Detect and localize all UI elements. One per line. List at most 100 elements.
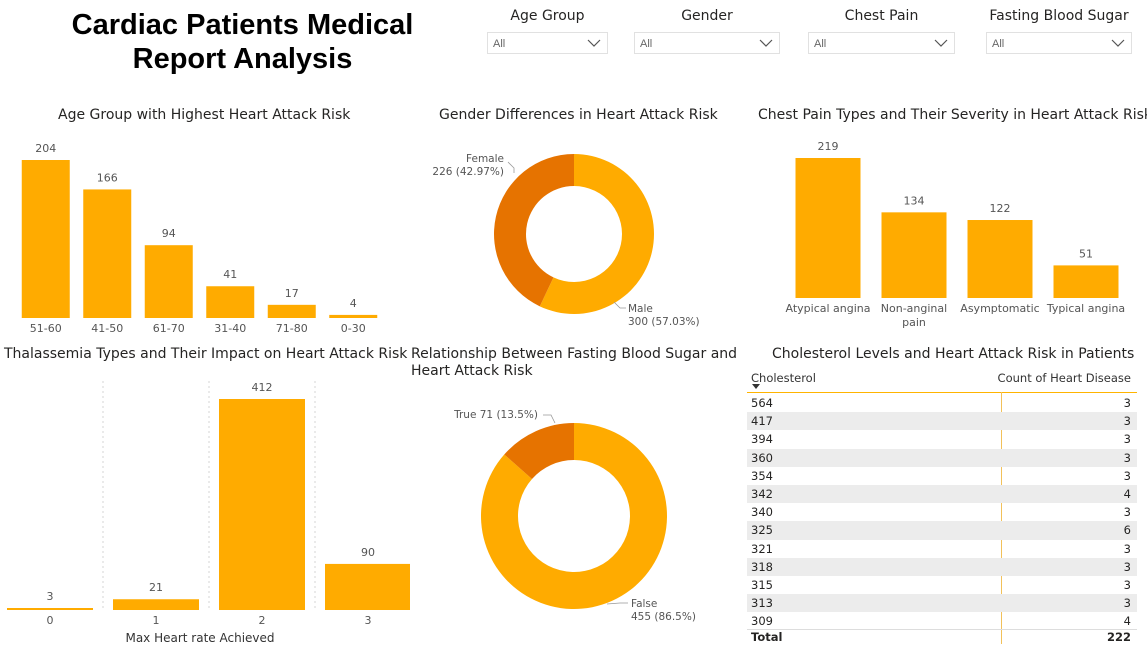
slice-label: 455 (86.5%) [631, 611, 696, 623]
bar[interactable] [967, 220, 1033, 298]
table-total-label: Total [751, 630, 783, 644]
sort-desc-icon[interactable] [752, 384, 760, 389]
age-chart-title: Age Group with Highest Heart Attack Risk [58, 107, 351, 123]
count-cell: 3 [1123, 432, 1131, 447]
x-tick-label: Asymptomatic [960, 302, 1039, 315]
data-label: 51 [1079, 247, 1093, 260]
slicer-label: Chest Pain [844, 8, 919, 24]
slice-label: Male [628, 303, 653, 315]
data-label: 412 [252, 381, 273, 394]
table-row[interactable]: 325 6 [747, 521, 1137, 540]
data-label: 219 [818, 140, 839, 153]
table-column-divider [1001, 392, 1002, 644]
data-label: 21 [149, 581, 163, 594]
slice-label: True 71 (13.5%) [453, 409, 538, 421]
thal-chart-title: Thalassemia Types and Their Impact on He… [4, 346, 408, 362]
x-tick-label: 41-50 [91, 322, 123, 335]
table-row[interactable]: 315 3 [747, 576, 1137, 594]
slicer-chest-pain[interactable]: Chest Pain All [808, 8, 955, 54]
table-row[interactable]: 340 3 [747, 503, 1137, 521]
bar[interactable] [795, 158, 861, 298]
donut-slice[interactable] [504, 423, 574, 479]
bar[interactable] [144, 245, 193, 318]
age-bar-chart: 204 51-60 166 41-50 94 61-70 41 31-40 17 71-80 4 0-… [21, 142, 378, 335]
x-tick-label: 0-30 [341, 322, 366, 335]
table-row[interactable]: 394 3 [747, 430, 1137, 448]
slicer-dropdown[interactable]: All [808, 32, 955, 54]
cholesterol-cell: 360 [751, 450, 773, 465]
chol-table-title: Cholesterol Levels and Heart Attack Risk… [772, 346, 1135, 362]
bar[interactable] [21, 160, 70, 318]
count-cell: 3 [1123, 468, 1131, 483]
cholesterol-cell: 417 [751, 414, 773, 429]
x-tick-label: pain [902, 316, 926, 329]
slicer-value: All [640, 38, 653, 50]
table-row[interactable]: 417 3 [747, 412, 1137, 431]
bar[interactable] [113, 599, 199, 610]
table-row[interactable]: 564 3 [747, 394, 1137, 412]
count-cell: 3 [1123, 505, 1131, 520]
bar[interactable] [206, 286, 255, 318]
bar[interactable] [7, 608, 93, 610]
bar[interactable] [267, 304, 316, 318]
table-header-divider [747, 392, 1137, 393]
x-tick-label: 51-60 [30, 322, 62, 335]
bar[interactable] [219, 399, 305, 610]
chestpain-chart-title: Chest Pain Types and Their Severity in H… [758, 107, 1147, 123]
table-total-value: 222 [1106, 630, 1131, 644]
bar[interactable] [83, 189, 132, 318]
table-row[interactable]: 360 3 [747, 448, 1137, 467]
cholesterol-cell: 564 [751, 396, 773, 410]
table-row[interactable]: 318 3 [747, 557, 1137, 576]
data-label: 94 [162, 227, 176, 240]
cholesterol-cell: 340 [751, 505, 773, 520]
donut-slice[interactable] [481, 423, 667, 609]
slicer-label: Fasting Blood Sugar [989, 8, 1129, 24]
gender-chart-title: Gender Differences in Heart Attack Risk [439, 107, 718, 123]
cholesterol-cell: 313 [751, 596, 773, 611]
x-axis-title: Max Heart rate Achieved [125, 631, 274, 645]
report-title: Cardiac Patients Medical Report Analysis [71, 9, 414, 75]
table-row[interactable]: 342 4 [747, 485, 1137, 504]
slicer-fasting-blood-sugar[interactable]: Fasting Blood Sugar All [986, 8, 1132, 54]
cholesterol-cell: 325 [751, 523, 773, 538]
slicer-dropdown[interactable]: All [487, 32, 608, 54]
chevron-down-icon [587, 39, 601, 47]
chevron-down-icon [759, 39, 773, 47]
data-label: 134 [904, 194, 925, 207]
count-cell: 3 [1123, 414, 1131, 429]
x-tick-label: 61-70 [153, 322, 185, 335]
bar[interactable] [329, 314, 378, 318]
data-label: 204 [35, 142, 56, 155]
data-label: 3 [47, 590, 54, 603]
count-cell: 4 [1123, 487, 1131, 501]
table-header-cholesterol[interactable]: Cholesterol [751, 371, 816, 385]
table-row[interactable]: 354 3 [747, 467, 1137, 485]
bar[interactable] [881, 212, 947, 298]
x-tick-label: Non-anginal [881, 302, 947, 315]
slicer-gender[interactable]: Gender All [634, 8, 780, 54]
bar[interactable] [1053, 265, 1119, 298]
table-row[interactable]: 313 3 [747, 594, 1137, 613]
cholesterol-cell: 309 [751, 614, 773, 629]
count-cell: 4 [1123, 614, 1131, 629]
cholesterol-cell: 354 [751, 468, 773, 483]
table-header-count[interactable]: Count of Heart Disease [997, 371, 1131, 385]
slicer-age-group[interactable]: Age Group All [487, 8, 608, 54]
slicer-dropdown[interactable]: All [634, 32, 780, 54]
table-row[interactable]: 309 4 [747, 612, 1137, 630]
table-row[interactable]: 321 3 [747, 540, 1137, 558]
count-cell: 3 [1123, 541, 1131, 556]
leader-line [613, 301, 626, 309]
donut-slice[interactable] [539, 154, 654, 314]
thal-bar-chart: 3 0 21 1 412 2 90 3 Max Heart rate Achieved [7, 381, 410, 645]
table-total-divider [747, 629, 1137, 630]
slicer-dropdown[interactable]: All [986, 32, 1132, 54]
donut-slice[interactable] [493, 154, 574, 307]
slicer-value: All [992, 38, 1005, 50]
cholesterol-cell: 318 [751, 559, 773, 574]
bar[interactable] [325, 563, 410, 610]
fbs-chart-title: Relationship Between Fasting Blood Sugar… [411, 346, 738, 379]
